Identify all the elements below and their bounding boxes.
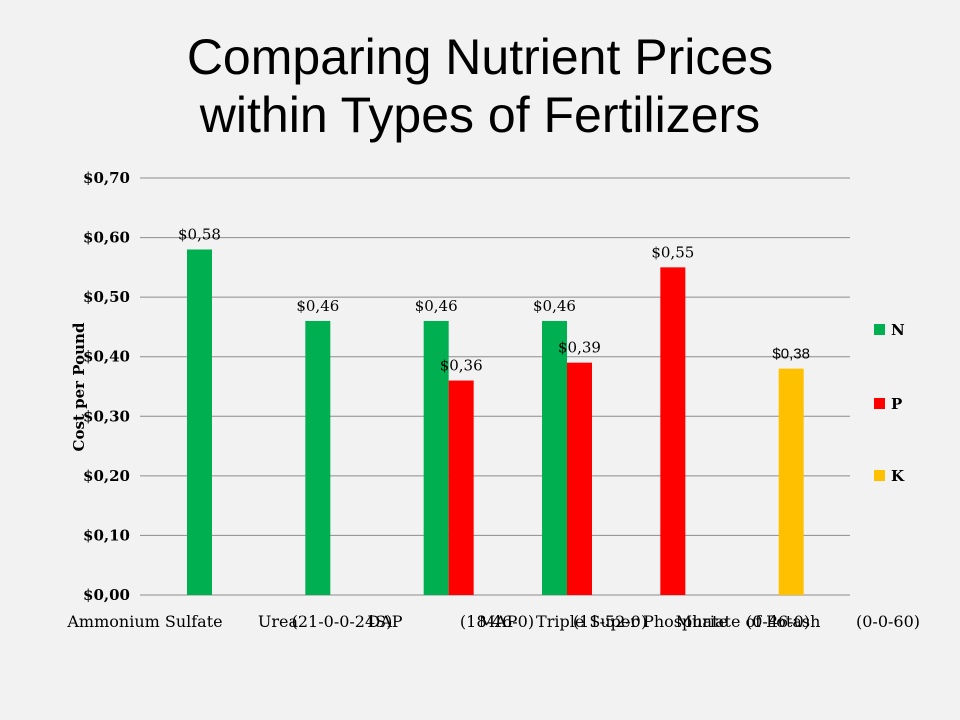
y-tick-label: $0,30 — [83, 407, 130, 425]
bar-p — [567, 362, 592, 595]
y-tick-label: $0,00 — [83, 586, 130, 604]
y-tick-label: $0,50 — [83, 288, 130, 306]
data-label: $0,58 — [178, 225, 221, 243]
y-axis-label: Cost per Pound — [70, 322, 88, 451]
data-label: $0,38 — [772, 346, 810, 363]
x-tick-label: (21-0-0-24S) — [292, 612, 393, 631]
y-tick-labels: $0,00 $0,10 $0,20 $0,30 $0,40 $0,50 $0,60 $0,70 — [83, 169, 130, 604]
data-labels: $0,58 $0,46 $0,46 $0,36 $0,46 $0,39 $0,55 $0,38 — [178, 225, 810, 374]
data-label: $0,46 — [296, 297, 339, 315]
x-tick-label: Triple Super Phosphate — [536, 612, 728, 631]
x-tick-label: MAP — [479, 612, 518, 631]
bar-p — [660, 267, 686, 595]
bar-n — [542, 320, 567, 595]
bar-n — [187, 249, 212, 595]
bar-n — [305, 320, 331, 595]
legend-swatch-n — [874, 324, 885, 335]
bars — [187, 249, 804, 595]
data-label: $0,46 — [533, 297, 576, 315]
x-tick-label: (18-46-0) — [460, 612, 534, 631]
title-line-2: within Types of Fertilizers — [199, 87, 761, 143]
x-tick-labels: Ammonium Sulfate Urea(21-0-0-24S)DAP (18-4… — [66, 612, 920, 631]
data-label: $0,39 — [558, 339, 601, 357]
x-tick-label: Urea — [258, 612, 299, 631]
gridlines — [140, 177, 850, 596]
y-tick-label: $0,70 — [83, 169, 130, 187]
x-tick-label: (0-46-0) — [746, 612, 810, 631]
x-tick-label: DAP — [367, 612, 402, 631]
legend-swatch-p — [874, 398, 885, 409]
legend: N P K — [874, 321, 905, 485]
x-tick-label: Ammonium Sulfate — [66, 612, 222, 631]
legend-label-n: N — [891, 321, 905, 339]
y-tick-label: $0,40 — [83, 348, 130, 366]
y-tick-label: $0,20 — [83, 467, 130, 485]
bar-p — [448, 380, 474, 595]
title-line-1: Comparing Nutrient Prices — [186, 29, 774, 85]
x-tick-label: (0-0-60) — [856, 612, 920, 631]
data-label: $0,55 — [651, 243, 694, 261]
slide-title: Comparing Nutrient Prices within Types o… — [0, 28, 960, 144]
data-label: $0,36 — [440, 357, 483, 375]
y-tick-label: $0,10 — [83, 526, 130, 544]
legend-label-p: P — [891, 395, 902, 413]
data-label: $0,46 — [415, 297, 458, 315]
y-tick-label: $0,60 — [83, 229, 130, 247]
legend-swatch-k — [874, 470, 885, 481]
bar-k — [778, 368, 804, 595]
legend-label-k: K — [891, 467, 905, 485]
x-tick-label: Muriate of Potash — [676, 612, 821, 631]
bar-n — [423, 320, 449, 595]
x-tick-label: (11-52-0) — [573, 612, 647, 631]
